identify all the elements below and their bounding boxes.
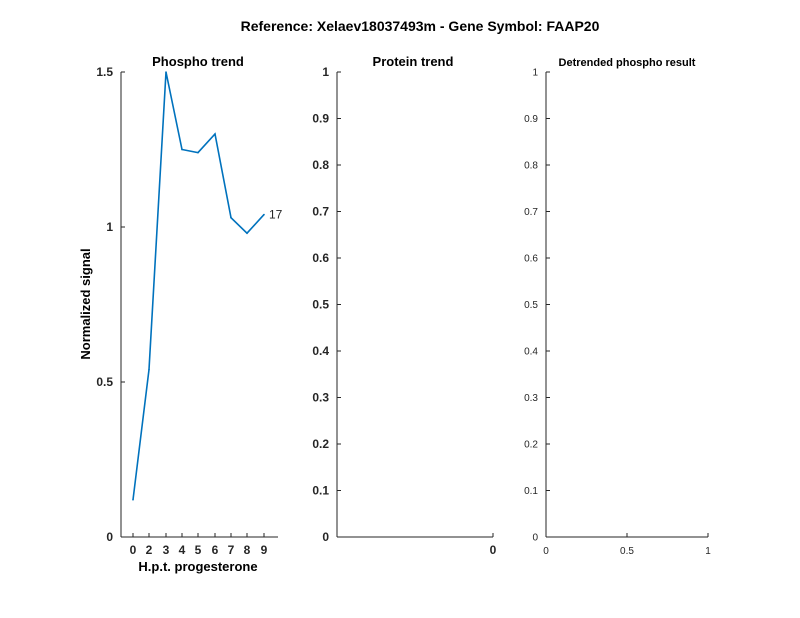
detrended-y-tick-label: 0.5 bbox=[524, 300, 538, 311]
detrended-x-tick-label: 0 bbox=[543, 546, 549, 557]
detrended-y-tick-label: 0.9 bbox=[524, 114, 538, 125]
detrended-x-tick-label: 1 bbox=[705, 546, 711, 557]
phospho-series-end-label: 17 bbox=[269, 208, 283, 222]
phospho-points bbox=[132, 71, 265, 501]
phospho-x-axis-label: H.p.t. progesterone bbox=[138, 559, 257, 574]
protein-x-tick-label: 0 bbox=[490, 543, 497, 557]
phospho-y-tick-label: 1 bbox=[106, 220, 113, 234]
protein-y-tick-label: 0.6 bbox=[312, 251, 329, 265]
phospho-data-point bbox=[263, 213, 265, 216]
phospho-x-tick-label: 0 bbox=[130, 543, 137, 557]
protein-y-tick-label: 0.4 bbox=[312, 344, 329, 358]
phospho-data-point bbox=[197, 151, 199, 154]
detrended-x-ticks: 0 0.5 1 bbox=[543, 533, 711, 557]
phospho-data-point bbox=[214, 133, 216, 135]
detrended-y-tick-label: 1 bbox=[532, 68, 538, 79]
phospho-x-tick-label: 5 bbox=[195, 543, 202, 557]
protein-y-tick-label: 0.1 bbox=[312, 484, 329, 498]
detrended-y-tick-label: 0.1 bbox=[524, 486, 538, 497]
phospho-x-tick-label: 9 bbox=[261, 543, 268, 557]
phospho-data-point bbox=[230, 216, 232, 219]
phospho-data-point bbox=[246, 232, 248, 234]
protein-y-tick-label: 0.9 bbox=[312, 112, 329, 126]
detrended-y-ticks: 0 0.1 0.2 0.3 0.4 0.5 0.6 0.7 0.8 0.9 1 bbox=[524, 68, 550, 544]
protein-y-tick-label: 1 bbox=[322, 65, 329, 79]
protein-y-tick-label: 0.5 bbox=[312, 298, 329, 312]
phospho-y-ticks: 0 0.5 1 1.5 bbox=[96, 65, 125, 544]
detrended-y-tick-label: 0.4 bbox=[524, 347, 538, 358]
phospho-trend-title: Phospho trend bbox=[152, 54, 244, 69]
detrended-panel: Detrended phospho result 0 0.1 0.2 0.3 0.4 0.… bbox=[524, 57, 711, 557]
phospho-data-point bbox=[148, 368, 150, 371]
phospho-x-tick-label: 2 bbox=[146, 543, 153, 557]
detrended-x-tick-label: 0.5 bbox=[620, 546, 634, 557]
protein-y-tick-label: 0.8 bbox=[312, 158, 329, 172]
detrended-y-tick-label: 0.7 bbox=[524, 207, 538, 218]
detrended-title: Detrended phospho result bbox=[559, 57, 696, 69]
phospho-x-tick-label: 3 bbox=[163, 543, 170, 557]
phospho-y-tick-label: 0 bbox=[106, 530, 113, 544]
protein-trend-title: Protein trend bbox=[373, 54, 454, 69]
phospho-y-tick-label: 1.5 bbox=[96, 65, 113, 79]
figure-title: Reference: Xelaev18037493m - Gene Symbol… bbox=[241, 18, 600, 34]
phospho-y-axis-label: Normalized signal bbox=[78, 248, 93, 359]
detrended-y-tick-label: 0.3 bbox=[524, 393, 538, 404]
detrended-y-tick-label: 0 bbox=[532, 533, 538, 544]
protein-y-tick-label: 0.2 bbox=[312, 437, 329, 451]
protein-y-ticks: 0 0.1 0.2 0.3 0.4 0.5 0.6 0.7 0.8 0.9 1 bbox=[312, 65, 341, 544]
detrended-y-tick-label: 0.6 bbox=[524, 254, 538, 265]
protein-trend-panel: Protein trend 00.10.20.30.40.50.60.70.80… bbox=[312, 54, 496, 557]
detrended-y-tick-label: 0.8 bbox=[524, 161, 538, 172]
phospho-x-tick-label: 7 bbox=[228, 543, 235, 557]
protein-y-tick-label: 0 bbox=[322, 530, 329, 544]
protein-y-tick-label: 0.7 bbox=[312, 205, 329, 219]
protein-y-tick-label: 0.3 bbox=[312, 391, 329, 405]
phospho-series-line bbox=[132, 71, 265, 500]
phospho-y-tick-label: 0.5 bbox=[96, 375, 113, 389]
protein-x-ticks: 0 bbox=[490, 533, 497, 557]
phospho-data-point bbox=[132, 499, 134, 501]
phospho-x-tick-label: 6 bbox=[212, 543, 219, 557]
phospho-data-point bbox=[181, 148, 183, 151]
detrended-y-tick-label: 0.2 bbox=[524, 440, 538, 451]
phospho-x-tick-label: 8 bbox=[244, 543, 251, 557]
phospho-x-tick-label: 4 bbox=[179, 543, 186, 557]
phospho-data-point bbox=[165, 71, 167, 73]
